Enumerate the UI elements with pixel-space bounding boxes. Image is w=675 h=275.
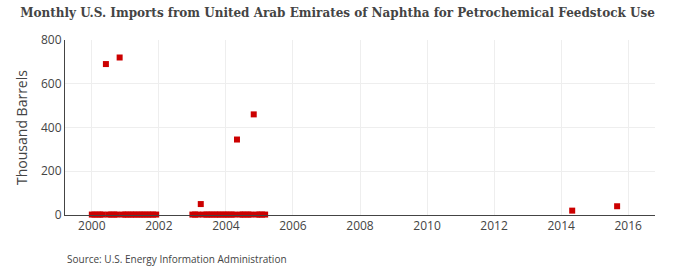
svg-text:Source: U.S. Energy Informatio: Source: U.S. Energy Information Administ… bbox=[67, 252, 287, 266]
svg-text:Thousand Barrels: Thousand Barrels bbox=[12, 70, 31, 185]
svg-text:2012: 2012 bbox=[480, 217, 508, 234]
svg-text:400: 400 bbox=[41, 119, 62, 136]
svg-text:600: 600 bbox=[41, 75, 62, 92]
svg-text:2000: 2000 bbox=[78, 217, 106, 234]
svg-text:2006: 2006 bbox=[279, 217, 307, 234]
svg-text:2016: 2016 bbox=[614, 217, 642, 234]
svg-text:2002: 2002 bbox=[145, 217, 173, 234]
svg-text:Monthly U.S. Imports from Unit: Monthly U.S. Imports from United Arab Em… bbox=[20, 6, 655, 20]
svg-text:2010: 2010 bbox=[413, 217, 441, 234]
svg-text:2004: 2004 bbox=[212, 217, 240, 234]
svg-text:0: 0 bbox=[55, 206, 62, 223]
svg-text:800: 800 bbox=[41, 31, 62, 48]
svg-text:200: 200 bbox=[41, 162, 62, 179]
svg-text:2014: 2014 bbox=[547, 217, 575, 234]
svg-text:2008: 2008 bbox=[346, 217, 374, 234]
